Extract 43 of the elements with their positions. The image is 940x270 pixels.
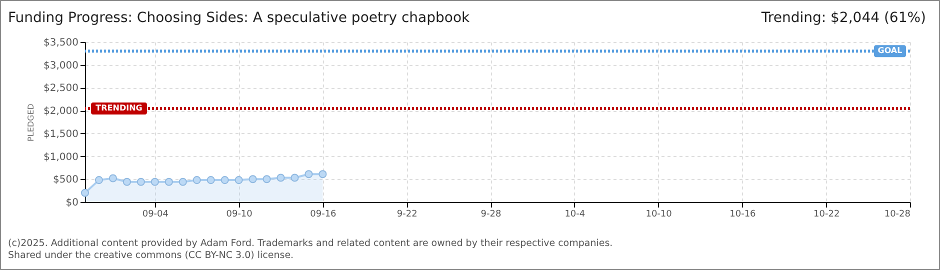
chart-title: Funding Progress: Choosing Sides: A speculative poetry chapbook [8, 10, 470, 26]
ref-line-label: TRENDING [96, 104, 142, 113]
x-tick-label: 10-22 [814, 210, 840, 220]
point [262, 175, 271, 184]
y-tick-label: $3,500 [44, 38, 78, 48]
y-tick-label: $2,500 [44, 83, 78, 94]
point [150, 178, 159, 186]
x-tick-label: 10-4 [564, 210, 586, 220]
point [94, 176, 104, 184]
y-tick-label: $0 [66, 198, 78, 208]
y-tick-label: $500 [53, 174, 78, 186]
point [108, 174, 117, 182]
point [178, 178, 187, 186]
x-tick-label: 10-10 [646, 210, 672, 220]
text: Shared under the creative commons (CC BY-NC 3.0) license. [8, 250, 295, 262]
point [122, 178, 131, 186]
point [136, 178, 145, 186]
x-tick-label: 09-10 [226, 210, 253, 220]
x-tick-label: 9-22 [396, 210, 418, 220]
point [80, 188, 90, 197]
text: (c)2025. Additional content provided by Adam Ford. Trademarks and related content are owned by their respective companies. [8, 238, 613, 250]
point [206, 176, 215, 184]
y-tick-label: $1,000 [44, 152, 78, 163]
point [276, 174, 285, 182]
ref-line-label: GOAL [878, 46, 902, 56]
point [234, 176, 243, 184]
x-tick-label: 09-16 [310, 210, 337, 220]
y-tick-label: $3,000 [44, 60, 78, 72]
x-tick-label: 9-28 [480, 210, 502, 220]
y-tick-label: $1,500 [44, 128, 78, 140]
text: Trending: $2,044 (61%) [761, 10, 926, 26]
point [248, 175, 257, 184]
point [192, 176, 201, 184]
point [290, 174, 299, 182]
x-tick-label: 09-04 [142, 210, 169, 220]
point [164, 178, 173, 186]
y-tick-label: $2,000 [44, 106, 78, 118]
x-tick-label: 10-28 [884, 210, 911, 220]
point [304, 170, 313, 178]
point [220, 176, 229, 184]
x-tick-label: 10-16 [730, 210, 756, 220]
y-axis-title: PLEDGED [26, 104, 36, 142]
point [318, 170, 327, 178]
